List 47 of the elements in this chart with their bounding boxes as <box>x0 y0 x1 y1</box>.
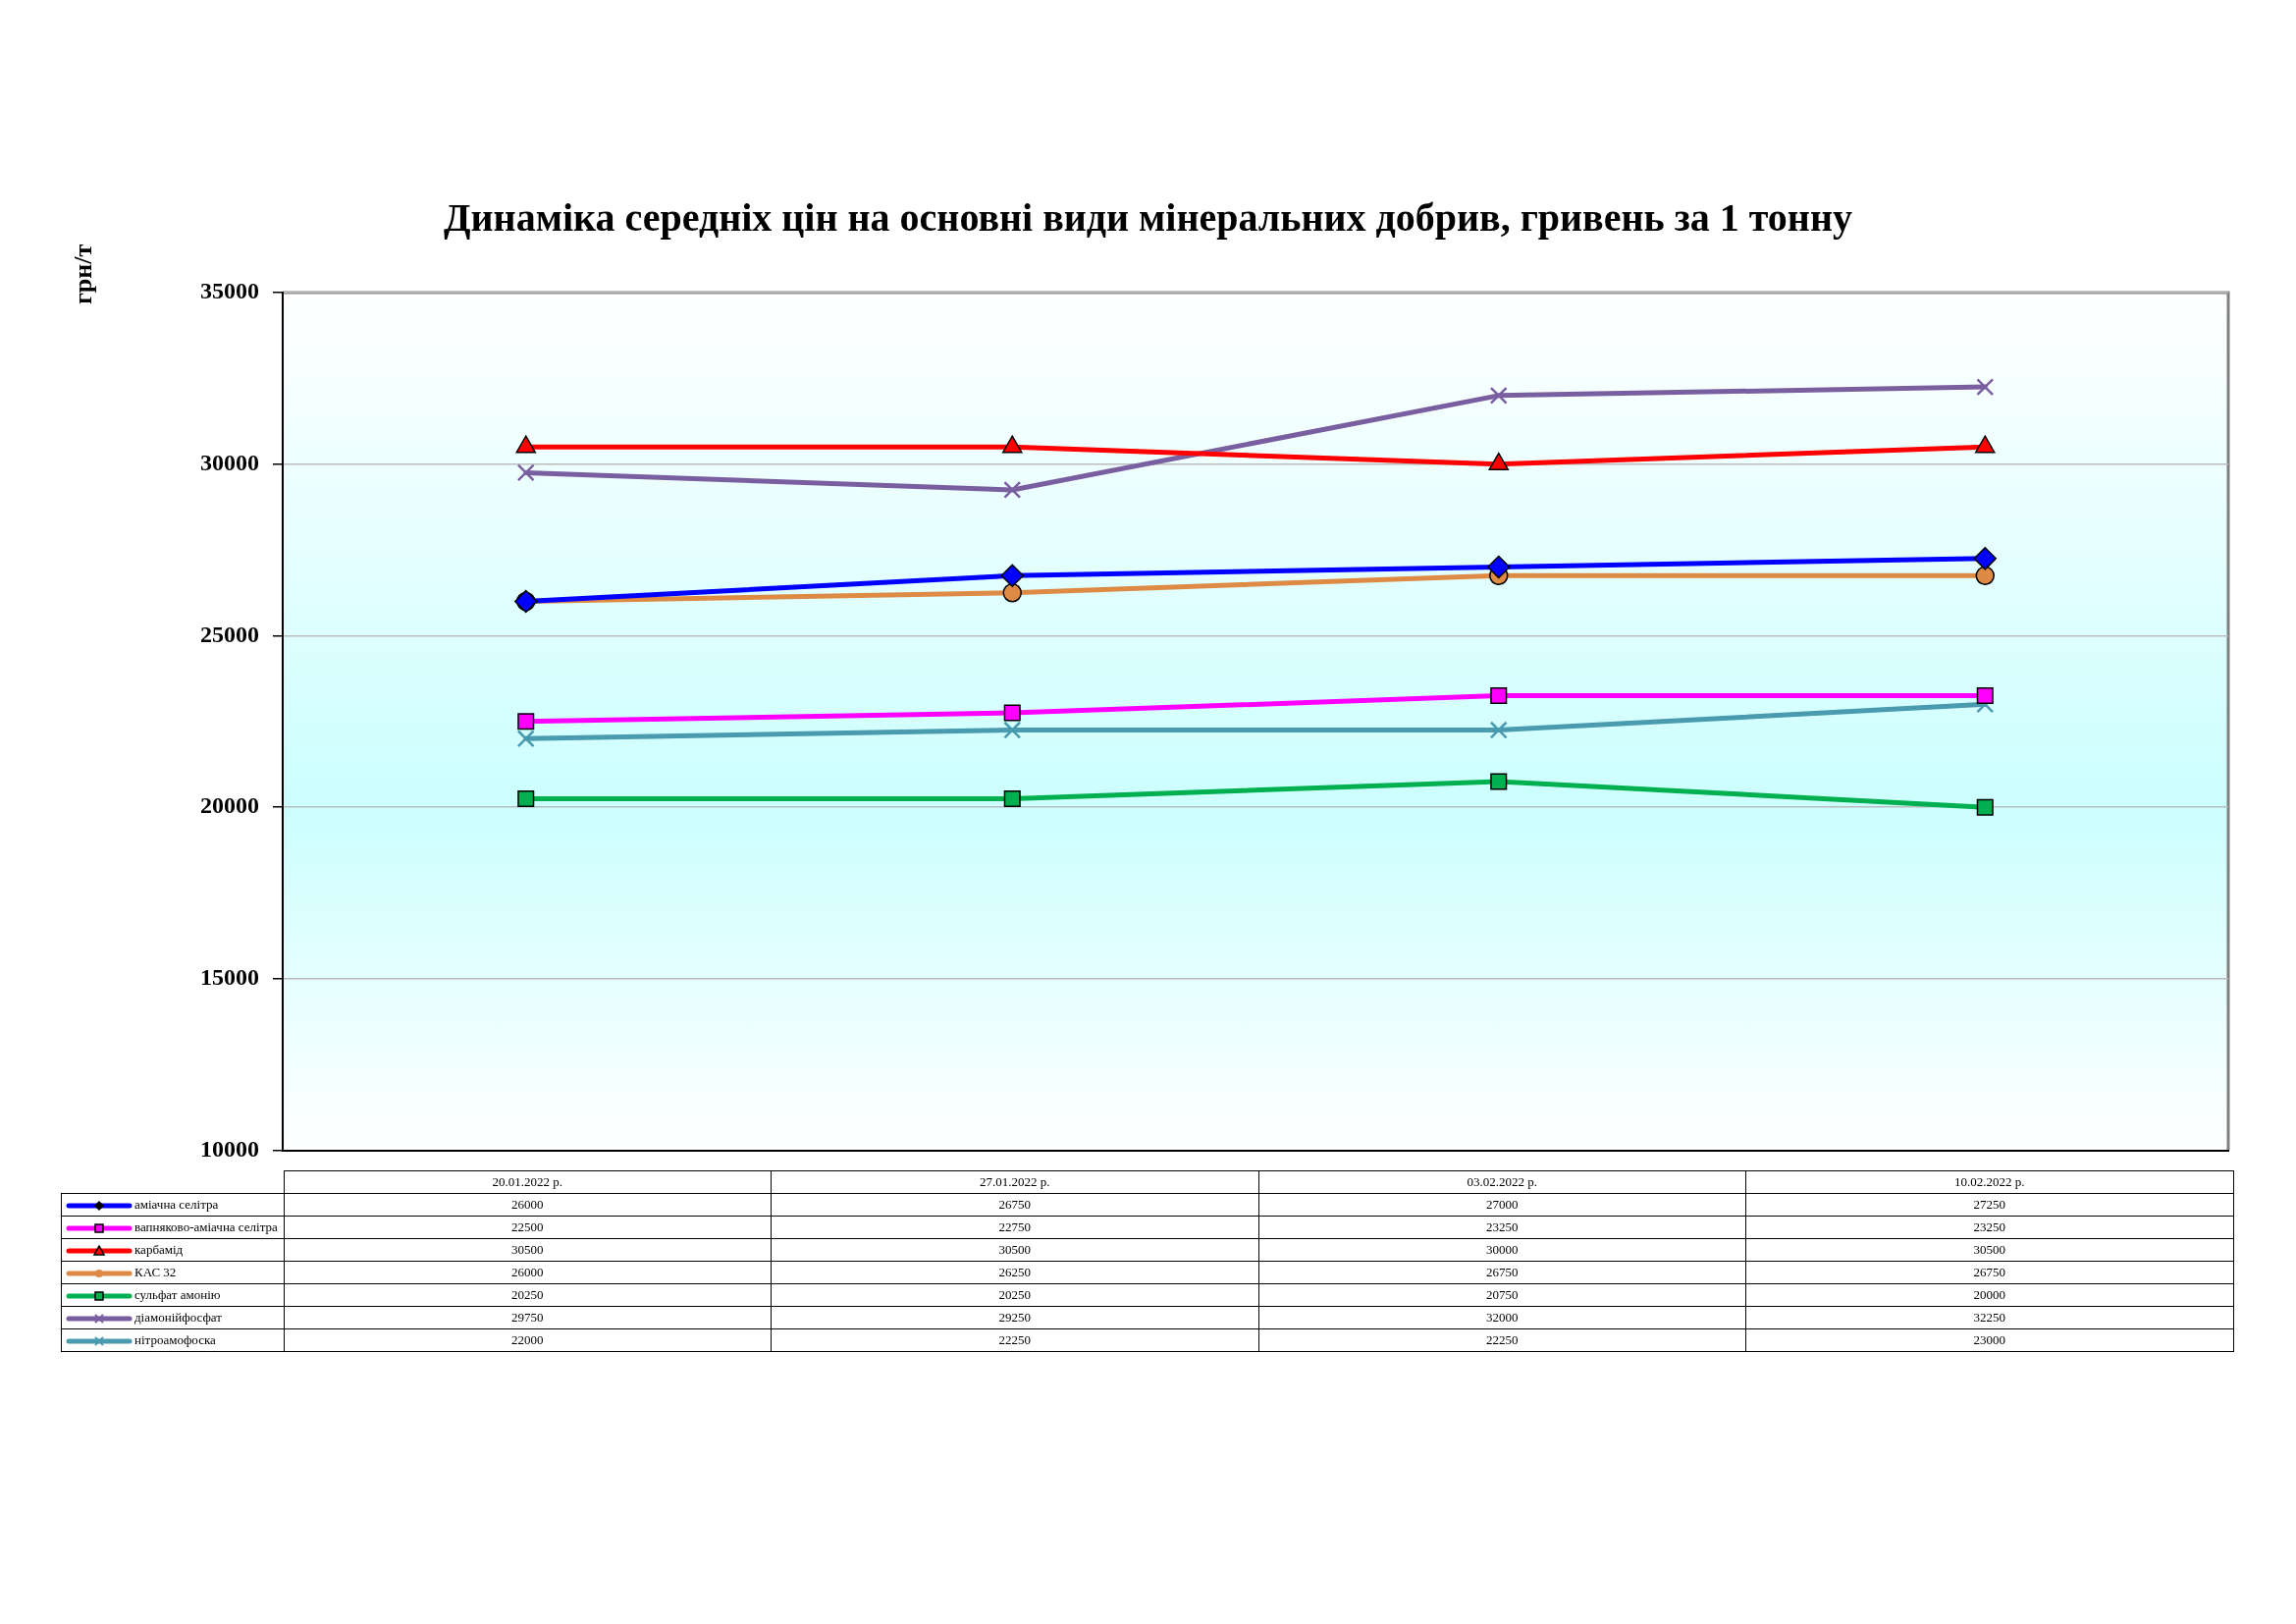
x-tick-label: 27.01.2022 р. <box>771 1170 1258 1194</box>
y-tick-label: 20000 <box>200 792 259 819</box>
legend-label: діамонійфосфат <box>134 1309 222 1325</box>
data-label: 22000 <box>284 1328 772 1352</box>
data-label: 22250 <box>1258 1328 1746 1352</box>
data-label: 32000 <box>1258 1306 1746 1329</box>
data-label: 30500 <box>1745 1238 2233 1262</box>
data-label: 26750 <box>1258 1261 1746 1284</box>
data-label: 29750 <box>284 1306 772 1329</box>
data-label: 26750 <box>1745 1261 2233 1284</box>
data-label: 20250 <box>771 1283 1258 1307</box>
x-tick-label: 10.02.2022 р. <box>1745 1170 2233 1194</box>
chart-title: Динаміка середніх цін на основні види мінеральних добрив, гривень за 1 тонну <box>443 194 1853 241</box>
data-label: 27250 <box>1745 1193 2233 1217</box>
data-label: 26750 <box>771 1193 1258 1217</box>
legend-label: вапняково-аміачна селітра <box>134 1218 278 1234</box>
data-label: 22500 <box>284 1216 772 1239</box>
data-label: 26250 <box>771 1261 1258 1284</box>
data-label: 20750 <box>1258 1283 1746 1307</box>
data-label: 30000 <box>1258 1238 1746 1262</box>
data-label: 30500 <box>771 1238 1258 1262</box>
data-label: 23250 <box>1258 1216 1746 1239</box>
y-tick-label: 10000 <box>200 1135 259 1162</box>
data-label: 22750 <box>771 1216 1258 1239</box>
legend-label: карбамід <box>134 1241 184 1257</box>
data-label: 27000 <box>1258 1193 1746 1217</box>
legend-label: сульфат амонію <box>134 1286 221 1302</box>
data-label: 23000 <box>1745 1328 2233 1352</box>
data-label: 23250 <box>1745 1216 2233 1239</box>
data-label: 32250 <box>1745 1306 2233 1329</box>
y-tick-label: 35000 <box>200 278 259 304</box>
y-axis-title: грн/т <box>69 244 98 304</box>
data-label: 20000 <box>1745 1283 2233 1307</box>
data-label: 29250 <box>771 1306 1258 1329</box>
legend-label: КАС 32 <box>134 1264 177 1279</box>
data-label: 22250 <box>771 1328 1258 1352</box>
data-label: 20250 <box>284 1283 772 1307</box>
y-tick-label: 25000 <box>200 621 259 647</box>
y-tick-label: 15000 <box>200 964 259 991</box>
legend-label: аміачна селітра <box>134 1196 219 1212</box>
data-label: 26000 <box>284 1193 772 1217</box>
y-tick-label: 30000 <box>200 449 259 475</box>
x-tick-label: 20.01.2022 р. <box>284 1170 772 1194</box>
x-tick-label: 03.02.2022 р. <box>1258 1170 1746 1194</box>
legend-label: нітроамофоска <box>134 1331 216 1347</box>
data-label: 26000 <box>284 1261 772 1284</box>
data-label: 30500 <box>284 1238 772 1262</box>
